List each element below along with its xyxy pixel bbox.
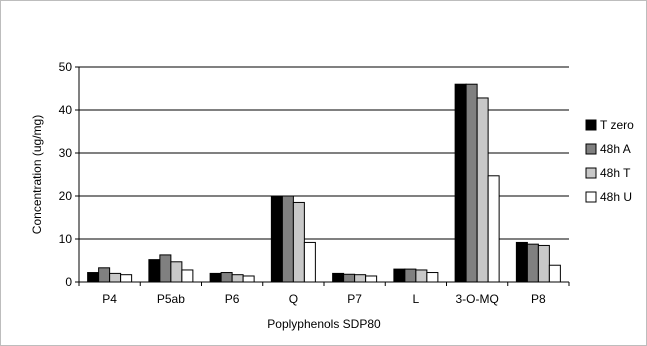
legend-label: 48h T — [600, 166, 631, 180]
x-tick-label: P4 — [102, 292, 117, 306]
bar — [209, 272, 222, 283]
bar — [292, 201, 305, 283]
bar — [98, 267, 111, 283]
y-tick-label: 50 — [59, 60, 73, 74]
bar — [487, 175, 500, 283]
legend-label: 48h U — [600, 190, 632, 204]
bar — [537, 244, 550, 283]
y-axis-label: Concentration (ug/mg) — [30, 115, 44, 234]
y-axis-ticks: 0 10 20 30 40 50 — [59, 60, 79, 289]
x-axis-label: Poplyphenols SDP80 — [267, 317, 381, 331]
bar — [231, 274, 244, 283]
bar — [415, 269, 428, 283]
bar — [343, 273, 356, 283]
legend-swatch — [585, 119, 597, 131]
legend: T zero 48h A 48h T 48h U — [585, 118, 634, 204]
bar — [454, 83, 467, 283]
bar — [87, 272, 100, 283]
bar — [170, 261, 183, 283]
legend-swatch — [585, 167, 597, 179]
x-tick-label: P8 — [531, 292, 546, 306]
y-tick-label: 20 — [59, 189, 73, 203]
x-tick-label: L — [413, 292, 420, 306]
y-tick-label: 30 — [59, 146, 73, 160]
bar — [526, 243, 539, 283]
x-tick-label: P7 — [347, 292, 362, 306]
x-axis-ticks: P4 P5ab P6 Q P7 L 3-O-MQ P8 — [78, 282, 570, 306]
bar — [120, 274, 133, 283]
bar — [465, 83, 478, 283]
bar — [515, 241, 528, 283]
y-tick-label: 0 — [65, 275, 72, 289]
bar — [354, 274, 367, 283]
x-tick-label: P6 — [225, 292, 240, 306]
bar — [303, 241, 316, 283]
bar — [393, 268, 406, 283]
bar — [220, 272, 233, 283]
x-tick-label: P5ab — [157, 292, 185, 306]
bar — [270, 195, 283, 283]
bar — [181, 269, 194, 283]
legend-label: 48h A — [600, 142, 631, 156]
bar — [242, 275, 255, 283]
y-tick-label: 10 — [59, 232, 73, 246]
bar — [476, 97, 489, 283]
legend-label: T zero — [600, 118, 634, 132]
bar — [365, 275, 378, 283]
bar — [548, 264, 561, 283]
x-tick-label: 3-O-MQ — [455, 292, 498, 306]
bar — [404, 268, 417, 283]
legend-swatch — [585, 191, 597, 203]
y-tick-label: 40 — [59, 103, 73, 117]
bar — [159, 254, 172, 283]
bar — [148, 259, 161, 283]
bars — [87, 83, 561, 283]
bar — [332, 272, 345, 283]
x-tick-label: Q — [289, 292, 298, 306]
bar — [426, 272, 439, 283]
bar — [109, 272, 122, 283]
bar — [281, 195, 294, 283]
legend-swatch — [585, 143, 597, 155]
